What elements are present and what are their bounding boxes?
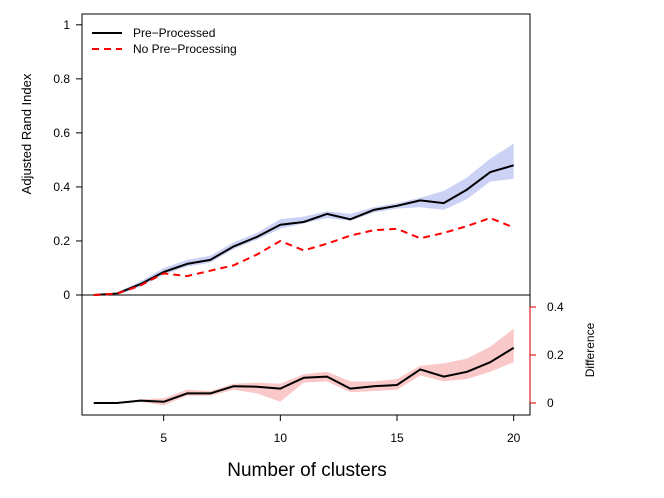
y-tick-label: 1 (63, 18, 70, 32)
x-tick-label: 5 (160, 431, 167, 445)
top-confidence-band (93, 143, 514, 295)
legend-label-no-pre-processing: No Pre−Processing (133, 42, 237, 56)
right-y-axis-title: Difference (583, 322, 597, 377)
difference-confidence-band (93, 328, 514, 406)
x-tick-label: 15 (390, 431, 404, 445)
series-line-no-pre-processing (93, 217, 515, 296)
y-tick-label: 0 (63, 288, 70, 302)
top-panel-frame (81, 13, 531, 296)
x-tick-label: 10 (274, 431, 288, 445)
bottom-panel-frame (81, 294, 531, 416)
y-tick-label: 0.2 (53, 234, 70, 248)
right-y-tick-label: 0.2 (547, 348, 564, 362)
y-tick-label: 0.4 (53, 180, 70, 194)
legend: Pre−Processed No Pre−Processing (92, 26, 237, 56)
y-tick-label: 0.8 (53, 72, 70, 86)
y-tick-label: 0.6 (53, 126, 70, 140)
y-axis-title: Adjusted Rand Index (19, 73, 34, 194)
x-tick-label: 20 (507, 431, 521, 445)
series-line-difference (93, 346, 515, 404)
series-line-pre-processed (93, 164, 514, 296)
right-y-tick-label: 0 (547, 396, 554, 410)
right-y-tick-label: 0.4 (547, 300, 564, 314)
legend-label-pre-processed: Pre−Processed (133, 26, 215, 40)
x-axis-title: Number of clusters (227, 460, 386, 481)
